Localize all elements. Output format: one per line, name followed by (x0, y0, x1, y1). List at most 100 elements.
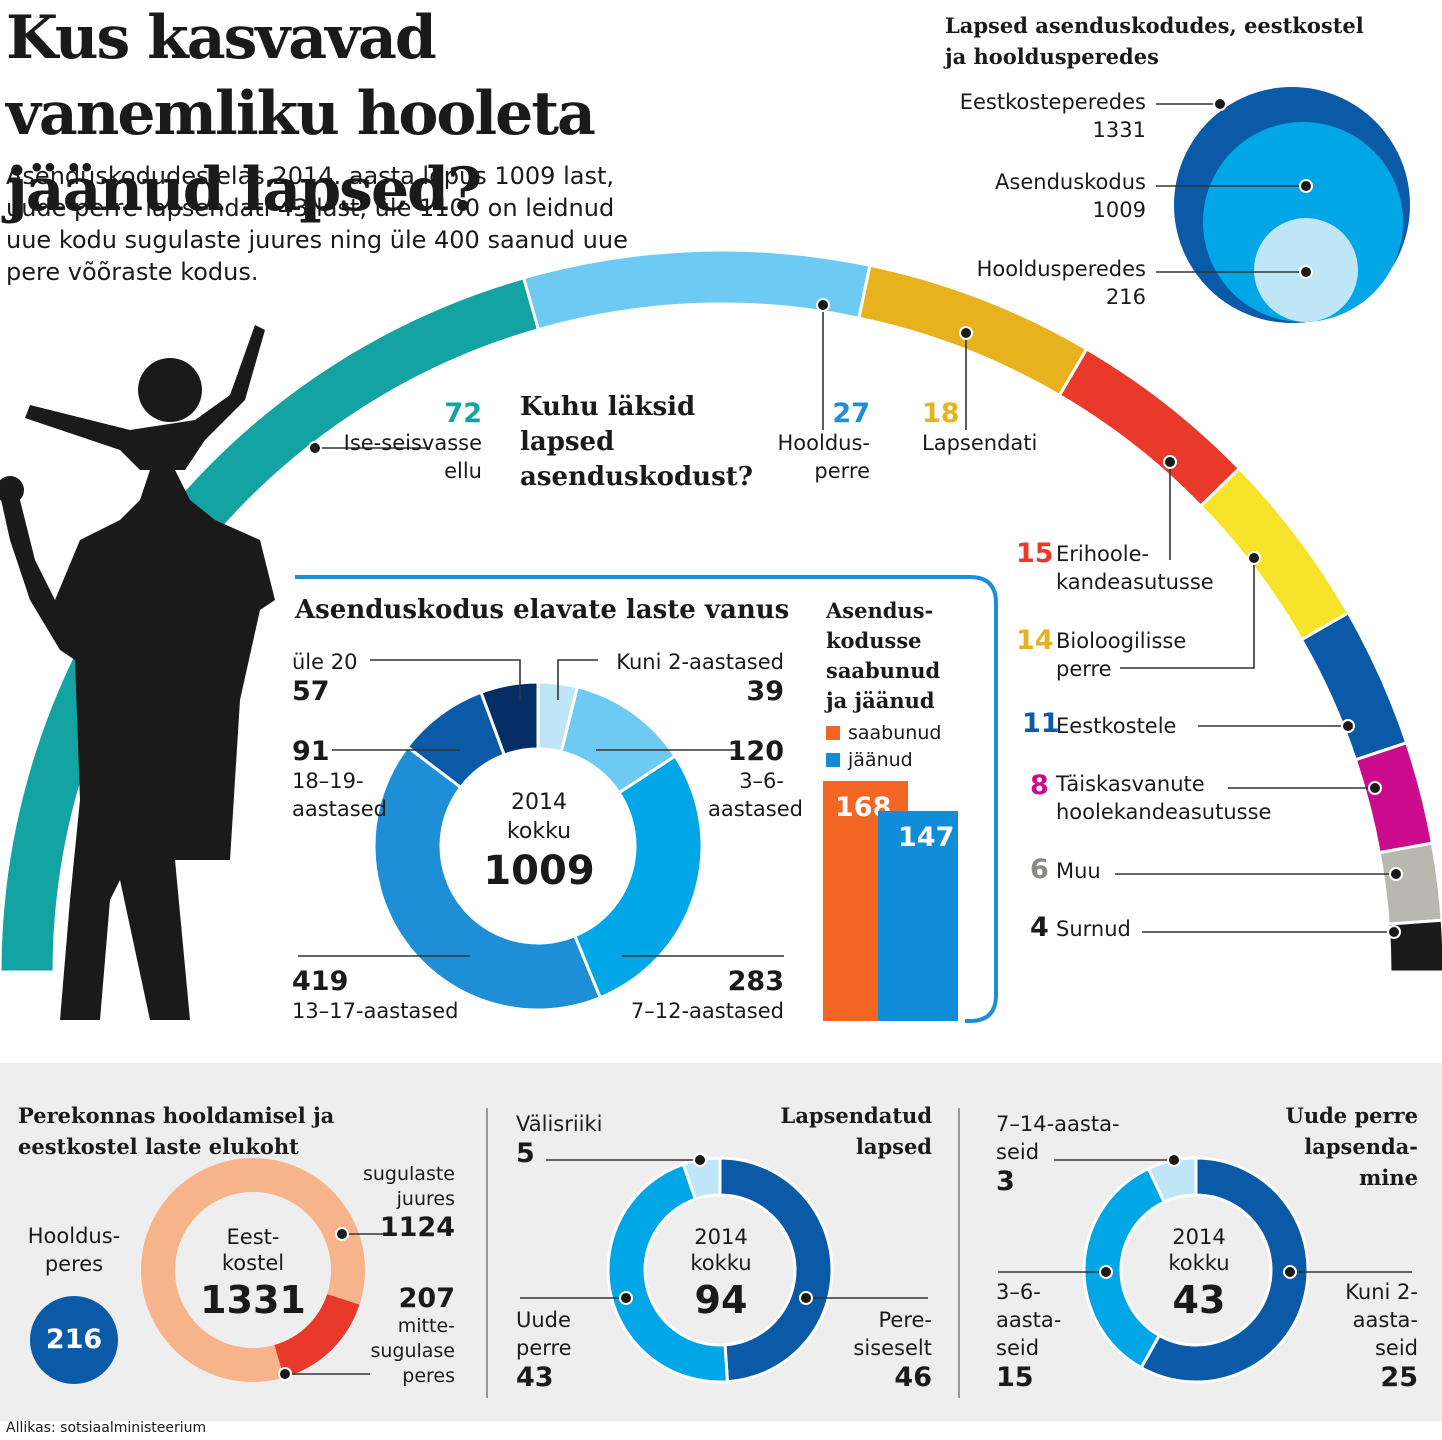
ages-label-over20: üle 20 57 (292, 648, 392, 707)
ages-label-13-17: 419 13–17-aastased (292, 966, 492, 1025)
legend-stayed: jäänud (826, 747, 913, 774)
foster-label: Hooldus-peres (27, 1224, 121, 1276)
arc-segment-1 (521, 248, 872, 332)
ages-segment-label: 13–17-aastased (292, 999, 459, 1023)
arc-value: 27 (832, 398, 870, 429)
family-label-relatives: sugulaste juures 1124 (350, 1162, 455, 1243)
family-center: Eest- kostel 1331 (198, 1224, 308, 1324)
family-segment-label: sugulaste juures (362, 1163, 455, 1210)
arc-label: Ise-seisvasse ellu (343, 431, 482, 483)
new-family-label-3-6: 3–6-aasta-seid 15 (996, 1278, 1076, 1393)
legend-label: saabunud (848, 722, 942, 744)
intro-text: Asenduskodudes elas 2014. aasta lõpus 10… (6, 162, 628, 286)
new-family-label-0-2: Kuni 2-aasta-seid 25 (1318, 1278, 1418, 1393)
new-family-segment-label: 3–6-aasta-seid (996, 1280, 1062, 1360)
adopted-title: Lapsendatud lapsed (780, 1103, 932, 1159)
arc-value-other: 6 (1030, 854, 1060, 885)
circle-label: Eestkosteperedes (959, 90, 1146, 114)
family-total: 1331 (200, 1278, 306, 1322)
leader-dot (1299, 179, 1313, 193)
ages-segment-5 (479, 680, 540, 757)
circle-value: 216 (1105, 285, 1146, 309)
adopted-segment-label: Uude perre (516, 1308, 572, 1360)
adopted-center: 2014 kokku 94 (668, 1224, 774, 1324)
ages-segment-value: 57 (292, 676, 330, 707)
leader-dots (308, 97, 1403, 939)
arc-segment-7 (1377, 841, 1442, 926)
ages-segment-value: 91 (292, 736, 330, 767)
ages-center: 2014 kokku 1009 (480, 788, 598, 896)
arc-value: 72 (444, 398, 482, 429)
arc-label: Eestkostele (1056, 714, 1177, 738)
circle-label-eestkoste: Eestkosteperedes 1331 (900, 88, 1146, 144)
leader-dot (1299, 265, 1313, 279)
ages-segment-label: üle 20 (292, 650, 358, 674)
leader-dot (1247, 551, 1261, 565)
leader-line (370, 659, 521, 700)
arc-label: Bioloogilisse perre (1056, 629, 1187, 681)
arc-label: Surnud (1056, 917, 1131, 941)
ages-label-3-6: 120 3–6-aastased (708, 736, 803, 823)
leader-dot (816, 298, 830, 312)
leader-line (1120, 558, 1255, 669)
arc-value-guardianship: 11 (1022, 708, 1062, 739)
arc-label: Lapsendati (922, 431, 1038, 455)
leader-dot (1368, 781, 1382, 795)
ages-segment-value: 39 (746, 676, 784, 707)
bar-jäänud (878, 811, 958, 1021)
ages-donut-hole (438, 746, 638, 946)
arc-value: 15 (1016, 538, 1054, 569)
leader-lines (298, 103, 1396, 957)
adopted-segment-label: Pere-siseselt (853, 1308, 932, 1360)
arc-label: Muu (1056, 859, 1101, 883)
new-family-segment-value: 25 (1380, 1362, 1418, 1393)
ages-center-line2: kokku (506, 819, 572, 844)
family-segment-value: 1124 (379, 1212, 455, 1243)
ages-segment-label: 18–19-aastased (292, 769, 387, 821)
ages-segment-value: 419 (292, 966, 349, 997)
arc-value: 6 (1030, 854, 1049, 885)
ages-label-0-2: Kuni 2-aastased 39 (600, 648, 784, 707)
arc-label: Erihoole-kandeasutusse (1056, 542, 1214, 594)
ages-segment-3 (372, 744, 603, 1012)
ages-segment-2 (572, 753, 704, 1000)
arc-segment-5 (1299, 610, 1409, 762)
arc-label: Täiskasvanute hoolekandeasutusse (1056, 772, 1272, 824)
arc-value: 11 (1022, 708, 1060, 739)
circles-title: Lapsed asenduskodudes, eestkostel ja hoo… (945, 13, 1364, 69)
arc-question: Kuhu läksid lapsed asenduskodust? (520, 392, 753, 492)
arc-value: 14 (1016, 625, 1054, 656)
adopted-center-line2: kokku (690, 1251, 752, 1275)
nested-circles (1174, 87, 1410, 323)
leader-dot (1163, 455, 1177, 469)
new-family-segment-label: 7–14-aasta-seid (996, 1112, 1120, 1164)
ages-label-18-19: 91 18–19-aastased (292, 736, 387, 823)
legend-label: jäänud (848, 749, 913, 771)
adopted-center-line1: 2014 (694, 1225, 748, 1249)
circle-label-asenduskodu: Asenduskodus 1009 (900, 168, 1146, 224)
foster-value: 216 (45, 1324, 103, 1355)
arc-value-adult-care: 8 (1030, 770, 1060, 801)
circle-label-hooldus: Hooldusperedes 216 (900, 255, 1146, 311)
family-title: Perekonnas hooldamisel ja eestkostel las… (18, 1103, 335, 1159)
leader-dot (1341, 719, 1355, 733)
source-note: Allikas: sotsiaalministeerium (6, 1420, 207, 1436)
ages-title: Asenduskodus elavate laste vanus (295, 595, 790, 625)
family-segment-value: 207 (398, 1283, 455, 1314)
arc-segment-6 (1353, 740, 1435, 855)
new-family-center-line2: kokku (1168, 1251, 1230, 1275)
new-family-label-7-14: 7–14-aasta-seid 3 (996, 1110, 1146, 1197)
arc-segment-3 (1057, 346, 1242, 509)
ages-segment-value: 283 (727, 966, 784, 997)
ages-center-line1: 2014 (511, 790, 567, 815)
circle-value: 1009 (1092, 198, 1146, 222)
leader-dot (308, 441, 322, 455)
bar-value: 147 (898, 822, 954, 853)
new-family-segment-value: 3 (996, 1166, 1015, 1197)
ages-segment-label: 7–12-aastased (630, 999, 784, 1023)
new-family-center: 2014 kokku 43 (1146, 1224, 1252, 1324)
ages-segment-label: 3–6-aastased (708, 769, 803, 821)
circle-value: 1331 (1092, 118, 1146, 142)
